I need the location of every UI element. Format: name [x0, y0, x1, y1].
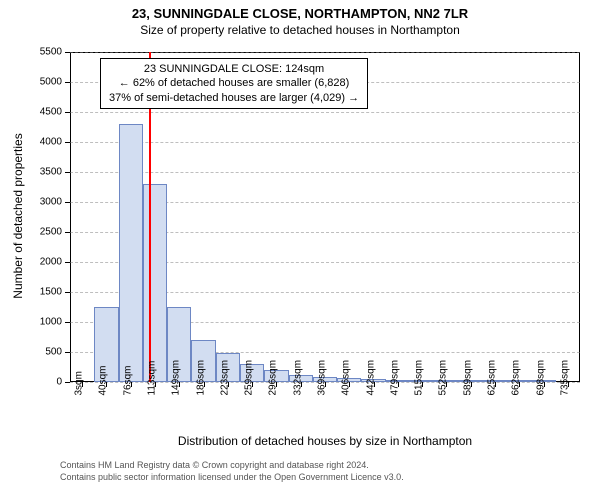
- histogram-bar: [143, 184, 167, 382]
- grid-line: [70, 172, 580, 174]
- chart-container: 23, SUNNINGDALE CLOSE, NORTHAMPTON, NN2 …: [0, 0, 600, 500]
- y-tick-label: 5500: [0, 47, 62, 58]
- y-tick-label: 0: [0, 377, 62, 388]
- y-tick-label: 4500: [0, 107, 62, 118]
- footer-text: Contains HM Land Registry data © Crown c…: [60, 460, 404, 483]
- y-tick-mark: [65, 52, 70, 53]
- annotation-box: 23 SUNNINGDALE CLOSE: 124sqm ← 62% of de…: [100, 58, 368, 109]
- grid-line: [70, 142, 580, 144]
- chart-title-line1: 23, SUNNINGDALE CLOSE, NORTHAMPTON, NN2 …: [0, 6, 600, 23]
- y-tick-mark: [65, 142, 70, 143]
- y-tick-label: 4000: [0, 137, 62, 148]
- y-tick-label: 2500: [0, 227, 62, 238]
- y-tick-mark: [65, 322, 70, 323]
- y-tick-label: 3500: [0, 167, 62, 178]
- annotation-line3: 37% of semi-detached houses are larger (…: [109, 91, 359, 105]
- y-tick-label: 3000: [0, 197, 62, 208]
- y-tick-label: 2000: [0, 257, 62, 268]
- y-tick-mark: [65, 382, 70, 383]
- x-axis-title: Distribution of detached houses by size …: [70, 434, 580, 448]
- chart-title-line2: Size of property relative to detached ho…: [0, 23, 600, 39]
- annotation-line1: 23 SUNNINGDALE CLOSE: 124sqm: [109, 62, 359, 76]
- y-tick-label: 500: [0, 347, 62, 358]
- annotation-line2: ← 62% of detached houses are smaller (6,…: [109, 76, 359, 90]
- y-tick-mark: [65, 232, 70, 233]
- y-tick-mark: [65, 262, 70, 263]
- grid-line: [70, 112, 580, 114]
- y-tick-label: 1500: [0, 287, 62, 298]
- y-axis-title: Number of detached properties: [11, 51, 25, 381]
- y-tick-label: 5000: [0, 77, 62, 88]
- footer-line1: Contains HM Land Registry data © Crown c…: [60, 460, 404, 472]
- y-tick-mark: [65, 82, 70, 83]
- y-tick-mark: [65, 112, 70, 113]
- footer-line2: Contains public sector information licen…: [60, 472, 404, 484]
- y-tick-label: 1000: [0, 317, 62, 328]
- y-tick-mark: [65, 292, 70, 293]
- y-tick-mark: [65, 352, 70, 353]
- histogram-bar: [119, 124, 143, 382]
- grid-line: [70, 52, 580, 54]
- y-tick-mark: [65, 202, 70, 203]
- y-tick-mark: [65, 172, 70, 173]
